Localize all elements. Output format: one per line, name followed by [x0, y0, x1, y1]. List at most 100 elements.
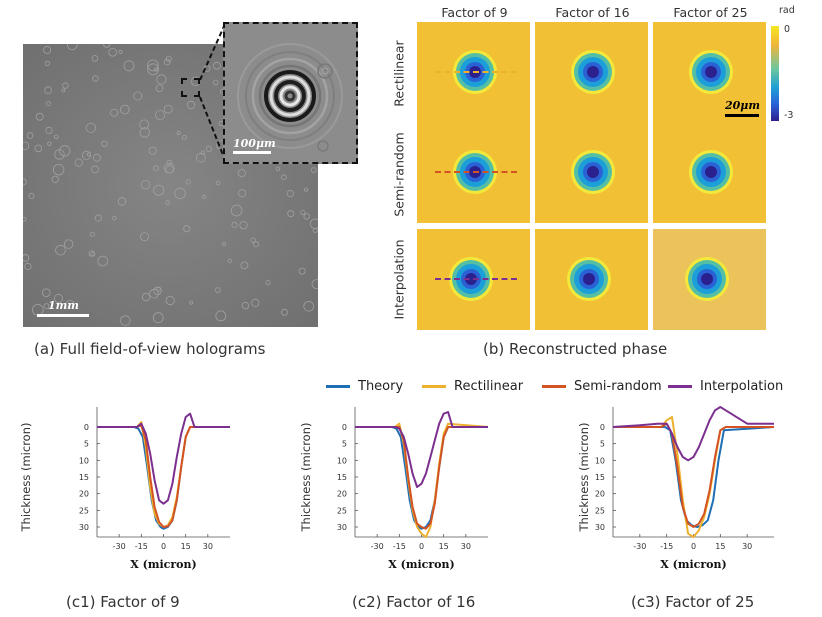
hologram-speck: [286, 189, 294, 198]
hologram-speck: [44, 60, 50, 66]
hologram-speck: [45, 126, 53, 135]
phase-blob-layer: [587, 166, 599, 178]
hologram-speck: [251, 298, 260, 307]
hologram-speck: [163, 58, 171, 66]
hologram-speck: [304, 187, 309, 192]
hologram-speck: [67, 44, 78, 51]
hologram-speck: [65, 299, 75, 309]
y-tick-label: 30: [79, 523, 89, 532]
hologram-speck: [280, 174, 287, 181]
x-tick-label: 15: [181, 542, 191, 551]
x-tick-label: 15: [715, 542, 725, 551]
x-tick-label: -15: [660, 542, 673, 551]
hologram-speck: [23, 254, 30, 262]
hologram-speck: [147, 63, 160, 76]
x-tick-label: -15: [135, 542, 148, 551]
hologram-speck: [147, 59, 159, 72]
hologram-speck: [300, 210, 306, 216]
hologram-speck: [181, 135, 187, 141]
hologram-speck: [287, 210, 295, 218]
y-tick-label: 30: [595, 523, 605, 532]
series-line-semi-random: [355, 426, 488, 530]
caption-b: (b) Reconstructed phase: [483, 340, 668, 358]
hologram-speck: [311, 279, 318, 289]
y-tick-label: 0: [342, 423, 347, 432]
series-line-rectilinear: [613, 416, 774, 538]
y-axis-label: Thickness (micron): [577, 423, 591, 533]
hologram-speck: [120, 315, 131, 326]
series-line-theory: [613, 426, 775, 528]
hologram-speck: [230, 204, 243, 217]
hologram-speck: [34, 144, 43, 153]
hologram-speck: [165, 200, 171, 206]
hologram-speck: [74, 158, 83, 167]
y-tick-label: 10: [337, 456, 347, 465]
legend-label-rectilinear: Rectilinear: [454, 379, 524, 394]
phase-scale-label: 20μm: [725, 99, 760, 112]
hologram-speck: [303, 300, 315, 312]
profile-line-semi-random: [435, 171, 517, 173]
hologram-speck: [92, 75, 99, 82]
hologram-speck: [265, 280, 271, 286]
hologram-speck: [200, 150, 206, 155]
hologram-speck: [140, 232, 150, 242]
hologram-speck: [23, 141, 30, 150]
hologram-speck: [120, 104, 130, 115]
hologram-zoom-region: [181, 78, 200, 97]
hologram-speck: [26, 132, 34, 139]
hologram-speck: [88, 250, 95, 257]
legend-rectilinear: Rectilinear: [422, 379, 523, 394]
x-tick-label: 15: [439, 542, 449, 551]
phase-blob-layer: [705, 66, 717, 78]
hologram-speck: [103, 44, 111, 48]
hologram-speck: [205, 145, 213, 153]
y-tick-label: 20: [337, 490, 347, 499]
hologram-speck: [53, 134, 59, 140]
legend-label-semi-random: Semi-random: [574, 379, 662, 394]
hologram-speck: [43, 45, 52, 54]
phase-tile-semi-random-factor-16: [535, 122, 648, 223]
phase-tile-semi-random-factor-25: [653, 122, 766, 223]
hologram-speck: [61, 88, 66, 93]
phase-blob-layer: [583, 273, 595, 285]
column-title-factor-16: Factor of 16: [555, 5, 630, 20]
hologram-speck: [156, 286, 162, 292]
hologram-speck: [51, 175, 59, 183]
hologram-speck: [185, 179, 191, 185]
y-tick-label: 25: [79, 506, 89, 515]
hologram-speck: [52, 163, 65, 176]
hologram-speck: [90, 251, 96, 257]
hologram-speck: [165, 165, 174, 174]
series-line-theory: [97, 426, 230, 530]
hologram-speck: [238, 189, 247, 198]
legend-swatch-rectilinear: [422, 385, 446, 388]
hologram-speck: [312, 227, 318, 233]
hologram-speck: [93, 153, 101, 162]
legend-label-theory: Theory: [358, 379, 404, 394]
hologram-speck: [275, 166, 281, 172]
y-tick-label: 20: [595, 490, 605, 499]
hologram-speck: [310, 167, 317, 173]
hologram-speck: [155, 84, 164, 93]
caption-a: (a) Full field-of-view holograms: [34, 340, 266, 358]
hologram-speck: [91, 165, 99, 174]
y-tick-label: 20: [79, 490, 89, 499]
hologram-speck: [239, 221, 248, 230]
colorbar-min-label: -3: [784, 110, 794, 121]
hologram-speck: [139, 119, 150, 130]
x-tick-label: -15: [393, 542, 406, 551]
thickness-profile-charts: 0 5 10 15 20 25 30 -30 -15 0 15 30 Thickness (micron…: [19, 406, 775, 571]
hologram-speck: [117, 197, 127, 206]
y-tick-label: 10: [595, 456, 605, 465]
hologram-speck: [140, 180, 151, 190]
hologram-speck: [35, 112, 44, 121]
hologram-speck: [212, 79, 219, 86]
hologram-speck: [212, 61, 221, 70]
hologram-speck: [139, 127, 150, 138]
inset-scale-label: 100μm: [233, 137, 276, 150]
y-tick-label: 5: [84, 440, 89, 449]
y-axis-label: Thickness (micron): [19, 423, 33, 533]
hologram-speck: [253, 241, 260, 248]
caption-c1: (c1) Factor of 9: [66, 593, 180, 611]
hologram-speck: [152, 312, 164, 324]
